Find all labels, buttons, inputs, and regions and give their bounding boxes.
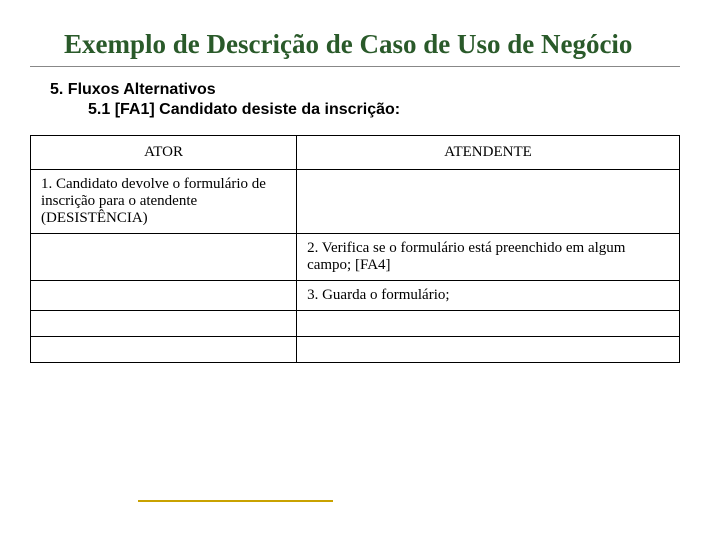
slide-title: Exemplo de Descrição de Caso de Uso de N… xyxy=(64,28,680,60)
flow-table: ATOR ATENDENTE 1. Candidato devolve o fo… xyxy=(30,135,680,363)
cell-ator xyxy=(31,281,297,311)
cell-ator xyxy=(31,311,297,337)
table-row: 3. Guarda o formulário; xyxy=(31,281,680,311)
table-row xyxy=(31,337,680,363)
cell-ator xyxy=(31,234,297,281)
cell-ator xyxy=(31,337,297,363)
sub-heading: 5.1 [FA1] Candidato desiste da inscrição… xyxy=(88,101,680,119)
col-header-ator: ATOR xyxy=(31,136,297,170)
cell-atendente xyxy=(297,337,680,363)
table-row: 2. Verifica se o formulário está preench… xyxy=(31,234,680,281)
table-row: 1. Candidato devolve o formulário de ins… xyxy=(31,170,680,234)
cell-ator: 1. Candidato devolve o formulário de ins… xyxy=(31,170,297,234)
section-heading: 5. Fluxos Alternativos xyxy=(50,81,680,99)
cell-atendente xyxy=(297,170,680,234)
col-header-atendente: ATENDENTE xyxy=(297,136,680,170)
footer-rule xyxy=(138,500,333,502)
cell-atendente: 3. Guarda o formulário; xyxy=(297,281,680,311)
cell-atendente: 2. Verifica se o formulário está preench… xyxy=(297,234,680,281)
table-row xyxy=(31,311,680,337)
title-underline xyxy=(30,66,680,67)
cell-atendente xyxy=(297,311,680,337)
table-header-row: ATOR ATENDENTE xyxy=(31,136,680,170)
